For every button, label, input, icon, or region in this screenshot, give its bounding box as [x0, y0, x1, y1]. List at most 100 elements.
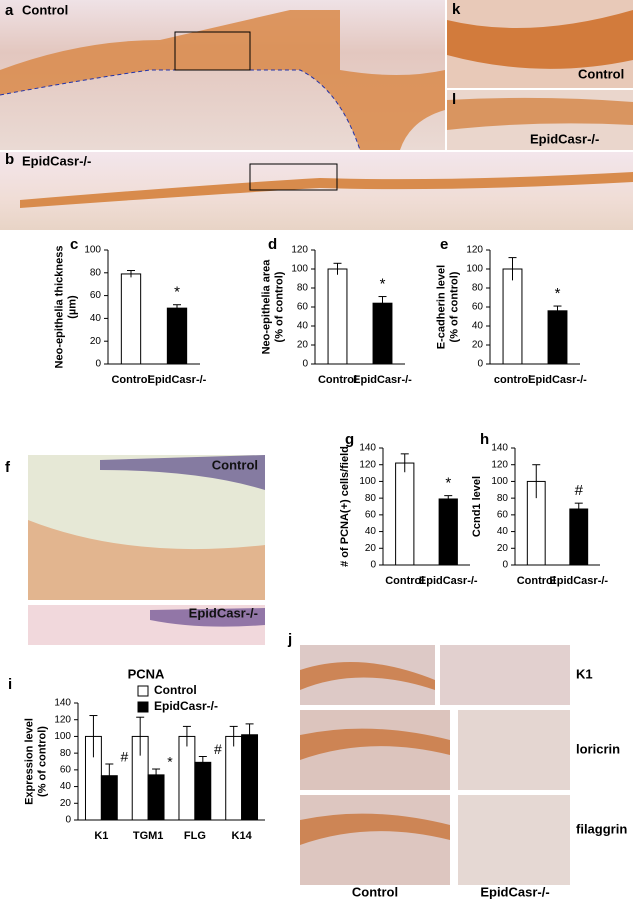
legend-label: EpidCasr-/- — [154, 699, 218, 713]
panel-caption: PCNA — [128, 666, 165, 681]
y-tick-label: 120 — [491, 459, 508, 470]
image-j — [300, 795, 450, 885]
panel-label: Control — [578, 66, 624, 81]
annotation: * — [174, 284, 180, 301]
row-label: K1 — [576, 666, 593, 681]
y-axis-label: (% of control) — [36, 726, 48, 797]
inset-box — [174, 31, 251, 71]
y-tick-label: 140 — [54, 698, 71, 709]
y-tick-label: 140 — [359, 443, 376, 454]
y-tick-label: 20 — [497, 543, 509, 554]
epithelium — [20, 172, 633, 208]
y-axis-label: (% of control) — [448, 271, 460, 342]
y-tick-label: 120 — [291, 245, 308, 256]
y-tick-label: 20 — [90, 336, 102, 347]
bar — [194, 761, 212, 821]
y-tick-label: 60 — [297, 302, 309, 313]
image-b — [0, 152, 633, 230]
epithelium — [0, 10, 445, 150]
y-axis-label: Expression level — [23, 718, 35, 805]
y-tick-label: 60 — [60, 764, 72, 775]
panel-label: Control — [212, 457, 258, 472]
y-tick-label: 100 — [84, 245, 101, 256]
panel-label: EpidCasr-/- — [189, 605, 258, 620]
y-tick-label: 80 — [472, 283, 484, 294]
annotation: # — [575, 482, 584, 499]
bar — [547, 310, 568, 365]
row-label: loricrin — [576, 741, 620, 756]
y-tick-label: 100 — [359, 476, 376, 487]
legend-label: Control — [154, 683, 197, 697]
bar — [225, 735, 243, 821]
y-tick-label: 80 — [60, 748, 72, 759]
x-tick-label: FLG — [184, 830, 206, 842]
bar — [241, 734, 259, 821]
y-tick-label: 80 — [365, 493, 377, 504]
y-axis-label: Neo-epithelia thickness — [53, 246, 65, 369]
x-tick-label: Control — [318, 374, 357, 386]
y-tick-label: 120 — [359, 459, 376, 470]
y-tick-label: 120 — [54, 714, 71, 725]
x-tick-label: EpidCasr-/- — [528, 374, 587, 386]
panel-letter: b — [5, 151, 14, 168]
y-tick-label: 60 — [472, 302, 484, 313]
x-tick-label: control — [494, 374, 531, 386]
x-tick-label: TGM1 — [133, 830, 164, 842]
panel-label: EpidCasr-/- — [530, 131, 599, 146]
x-tick-label: K1 — [94, 830, 108, 842]
x-tick-label: K14 — [232, 830, 253, 842]
panel-letter: h — [480, 431, 489, 448]
y-tick-label: 100 — [54, 731, 71, 742]
scab — [100, 455, 265, 490]
x-tick-label: EpidCasr-/- — [419, 575, 478, 587]
annotation: * — [380, 276, 386, 293]
y-axis-label: Neo-epithelia area — [260, 259, 272, 355]
y-tick-label: 0 — [65, 815, 71, 826]
y-tick-label: 60 — [497, 509, 509, 520]
y-tick-label: 20 — [365, 543, 377, 554]
y-tick-label: 60 — [90, 290, 102, 301]
x-tick-label: Control — [517, 575, 556, 587]
x-tick-label: EpidCasr-/- — [549, 575, 608, 587]
y-tick-label: 120 — [466, 245, 483, 256]
y-tick-label: 80 — [90, 267, 102, 278]
y-tick-label: 80 — [297, 283, 309, 294]
bar — [327, 268, 348, 365]
y-tick-label: 40 — [90, 313, 102, 324]
basement-line — [0, 69, 361, 151]
stain — [300, 662, 450, 845]
y-tick-label: 20 — [60, 798, 72, 809]
panel-letter: j — [287, 631, 292, 648]
epithelium — [447, 10, 633, 69]
y-tick-label: 0 — [95, 359, 101, 370]
y-tick-label: 140 — [491, 443, 508, 454]
inset-box — [249, 163, 338, 191]
annotation: * — [555, 285, 561, 302]
bar — [372, 302, 393, 365]
column-label: Control — [352, 884, 398, 899]
image-j — [458, 795, 570, 885]
legend-swatch — [137, 701, 149, 713]
bar — [166, 307, 188, 365]
panel-letter: l — [452, 91, 456, 108]
y-tick-label: 20 — [297, 340, 309, 351]
y-axis-label: E-cadherin level — [435, 265, 447, 349]
epithelium — [28, 520, 265, 600]
y-tick-label: 40 — [497, 526, 509, 537]
image-j — [440, 645, 570, 705]
y-tick-label: 40 — [365, 526, 377, 537]
x-tick-label: EpidCasr-/- — [148, 374, 207, 386]
image-j — [458, 710, 570, 790]
bar — [147, 774, 165, 821]
column-label: EpidCasr-/- — [480, 884, 549, 899]
panel-letter: g — [345, 431, 354, 448]
annotation: * — [167, 754, 173, 770]
scab — [150, 608, 265, 627]
annotation: # — [214, 741, 222, 757]
y-axis-label: # of PCNA(+) cells/field — [339, 446, 351, 567]
y-tick-label: 0 — [370, 560, 376, 571]
y-axis-label: (µm) — [66, 295, 78, 319]
panel-letter: e — [440, 236, 448, 253]
panel-letter: d — [268, 236, 277, 253]
